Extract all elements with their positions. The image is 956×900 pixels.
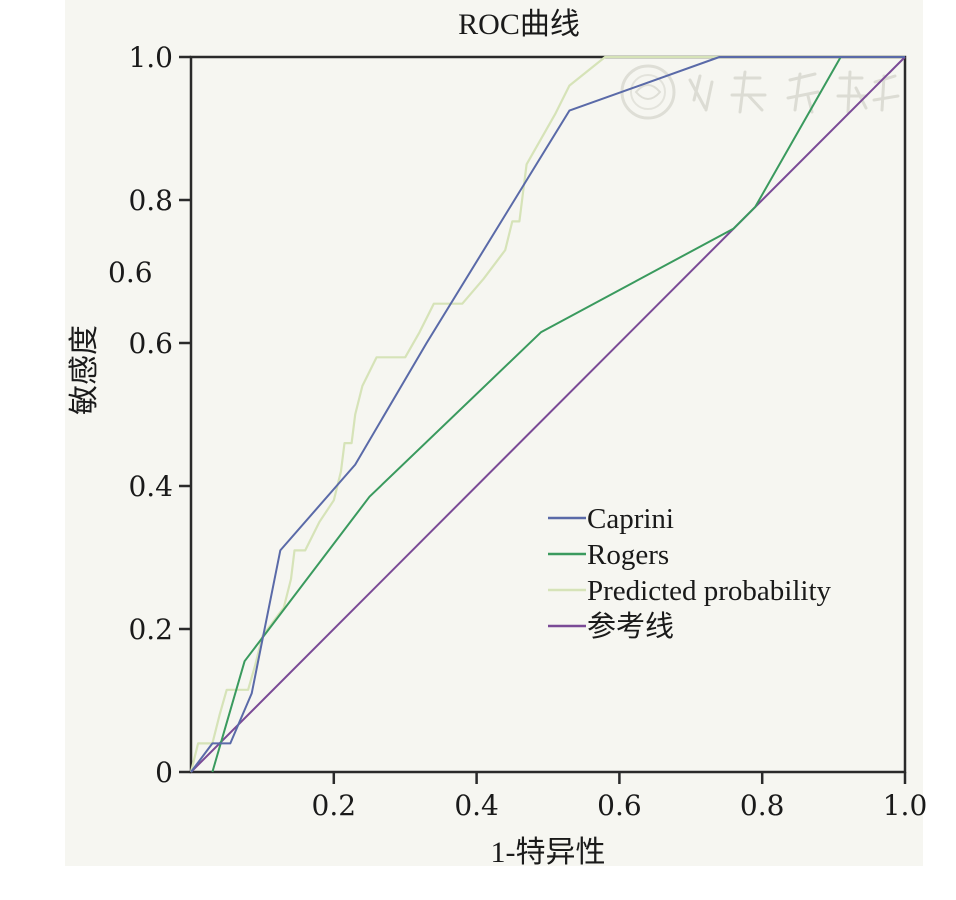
y-tick-label: 0	[155, 756, 173, 789]
y-tick-label: 0.4	[128, 470, 173, 503]
x-tick-label: 1.0	[883, 789, 928, 822]
series-line-0	[190, 56, 905, 773]
series-layer	[189, 55, 906, 773]
x-tick-label: 0.4	[454, 789, 499, 822]
series-line-1	[211, 56, 905, 773]
x-tick-label: 0.2	[312, 789, 357, 822]
axes: 0 0.2 0.4 0.6 0.8 1.0 0.2 0.4 0.6 0.8 1.0	[128, 41, 927, 822]
legend-label: Caprini	[587, 503, 674, 535]
series-line-3	[190, 56, 906, 773]
y-tick-label: 0.6	[128, 327, 173, 360]
legend-label: Predicted probability	[587, 575, 832, 607]
series-line-2	[189, 55, 905, 773]
stray-tick-label: 0.6	[108, 256, 153, 289]
y-tick-label: 1.0	[128, 41, 173, 74]
watermark-text-strokes	[688, 70, 900, 114]
plot-frame	[189, 55, 907, 774]
legend-label: 参考线	[587, 610, 674, 643]
x-axis-title: 1-特异性	[491, 836, 606, 869]
x-tick-label: 0.6	[597, 789, 642, 822]
y-tick-label: 0.8	[128, 184, 173, 217]
y-axis-title: 敏感度	[68, 325, 101, 415]
chart-background	[65, 0, 923, 866]
x-tick-label: 0.8	[740, 789, 785, 822]
y-tick-label: 0.2	[128, 613, 173, 646]
chart-title: ROC曲线	[458, 8, 580, 41]
watermark-logo	[620, 64, 676, 120]
legend-label: Rogers	[587, 539, 669, 571]
